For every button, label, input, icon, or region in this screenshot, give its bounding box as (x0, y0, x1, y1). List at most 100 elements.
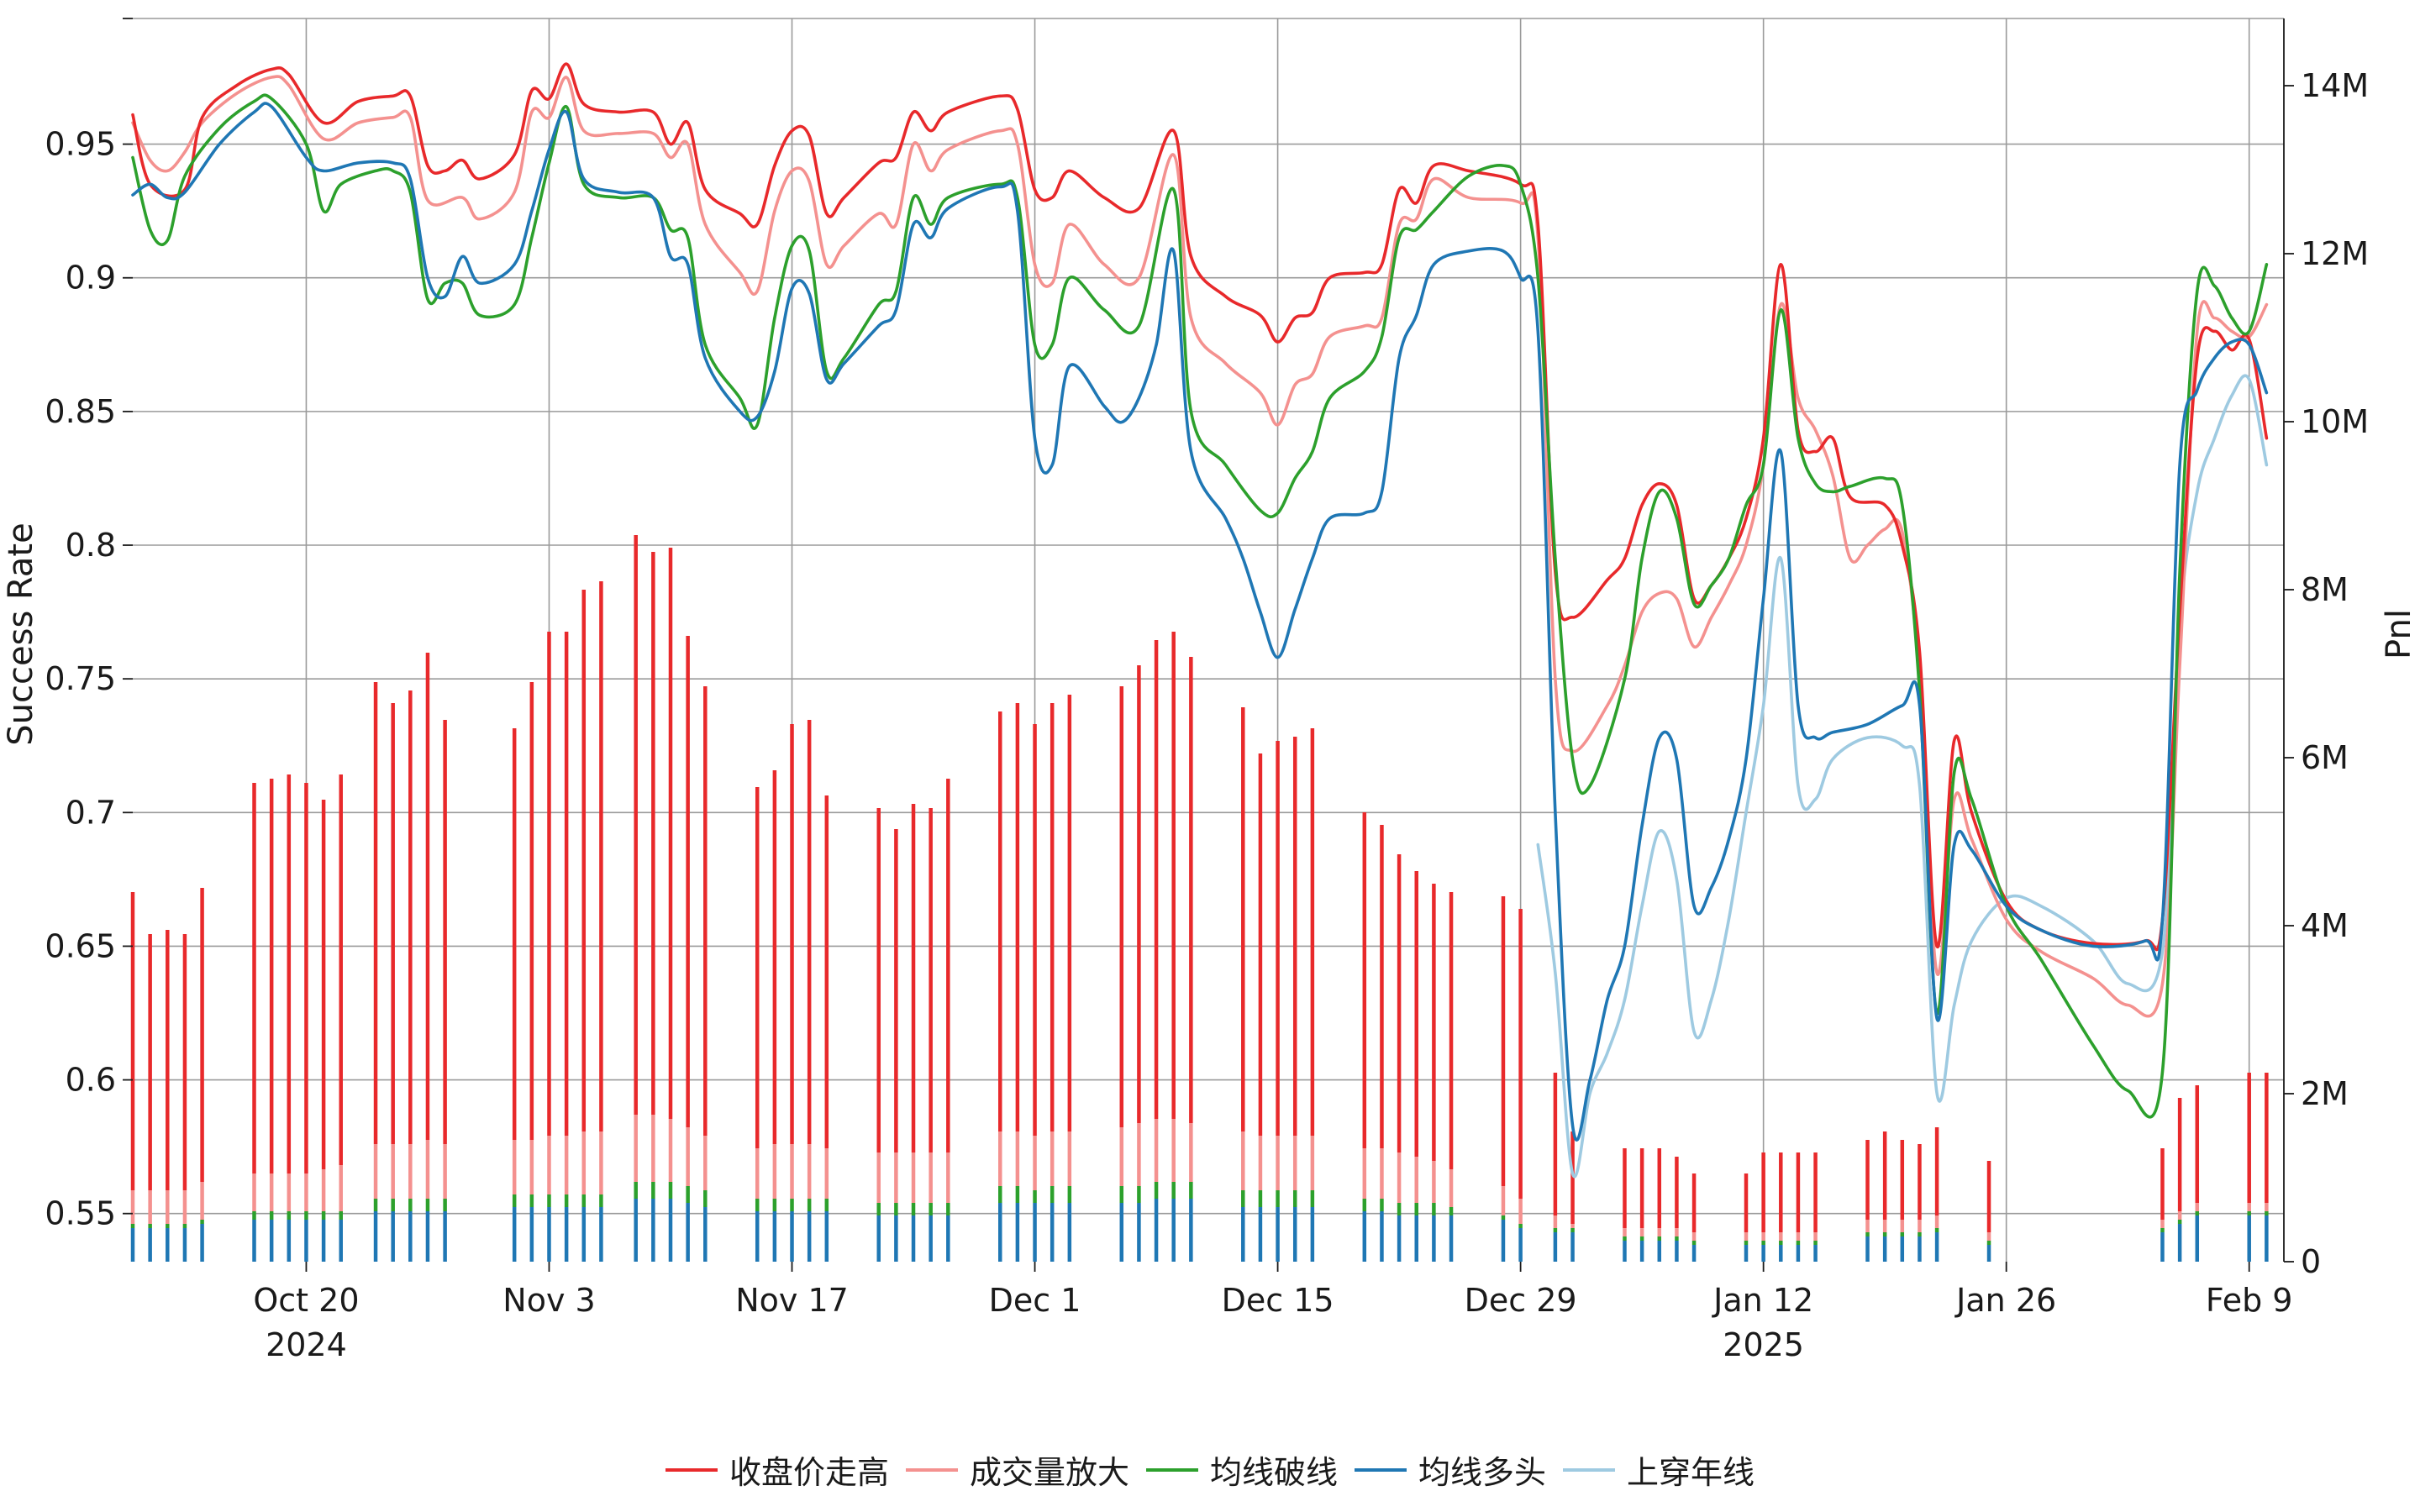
pnl-bar-22-seg-1 (634, 1182, 638, 1199)
legend-swatch (1145, 1467, 1198, 1472)
pnl-bar-37-seg-2 (998, 1131, 1002, 1186)
pnl-bar-48-seg-3 (1258, 753, 1263, 1136)
pnl-bar-14-seg-3 (425, 653, 430, 1140)
pnl-bar-10-seg-0 (339, 1220, 343, 1262)
pnl-bar-63-seg-2 (1639, 1228, 1644, 1236)
pnl-bar-14-seg-1 (425, 1199, 430, 1211)
pnl-bar-31-seg-3 (824, 795, 829, 1148)
pnl-bar-43-seg-2 (1137, 1123, 1141, 1186)
pnl-bar-15-seg-0 (443, 1211, 447, 1262)
pnl-bar-23-seg-1 (651, 1182, 655, 1199)
y-tick-label: 0.85 (45, 393, 116, 430)
pnl-bar-47-seg-2 (1241, 1131, 1245, 1190)
y-tick-label: 0.8 (66, 527, 116, 564)
pnl-bar-41-seg-2 (1067, 1131, 1072, 1186)
pnl-bar-43-seg-1 (1137, 1186, 1141, 1203)
pnl-bar-42-seg-2 (1119, 1127, 1124, 1186)
pnl-bar-55-seg-0 (1414, 1215, 1418, 1262)
pnl-bar-21-seg-1 (599, 1194, 603, 1207)
pnl-bar-56-seg-1 (1432, 1203, 1436, 1215)
pnl-bar-36-seg-2 (946, 1152, 950, 1203)
pnl-bar-11-seg-3 (373, 682, 378, 1144)
pnl-bar-18-seg-3 (547, 632, 551, 1136)
pnl-bar-75-seg-0 (1918, 1236, 1922, 1262)
pnl-bar-6-seg-1 (269, 1211, 274, 1220)
pnl-bar-57-seg-0 (1449, 1215, 1454, 1262)
pnl-bar-44-seg-1 (1154, 1182, 1159, 1199)
pnl-bar-40-seg-1 (1050, 1186, 1055, 1203)
y2-axis-title: Pnl (2380, 609, 2418, 659)
pnl-bar-82-seg-3 (2265, 1073, 2269, 1203)
pnl-bar-34-seg-2 (911, 1152, 916, 1203)
pnl-bar-14-seg-0 (425, 1211, 430, 1262)
pnl-bar-6-seg-0 (269, 1220, 274, 1262)
pnl-bar-68-seg-3 (1761, 1152, 1765, 1232)
x-tick-label: Feb 9 (2206, 1282, 2293, 1319)
y-tick-label: 0.55 (45, 1195, 116, 1232)
pnl-bar-24-seg-0 (668, 1199, 673, 1262)
pnl-bar-79-seg-2 (2177, 1211, 2182, 1220)
pnl-bar-2-seg-0 (166, 1228, 170, 1262)
pnl-bar-74-seg-3 (1900, 1140, 1905, 1220)
pnl-bar-67-seg-3 (1744, 1173, 1749, 1232)
legend-label: 收盘价走高 (729, 1454, 889, 1491)
x-tick-label: Oct 20 (253, 1282, 359, 1319)
pnl-bar-15-seg-1 (443, 1199, 447, 1211)
pnl-bar-73-seg-3 (1882, 1131, 1887, 1220)
pnl-bar-80-seg-3 (2195, 1085, 2200, 1203)
pnl-bar-5-seg-3 (252, 783, 256, 1173)
y2-tick-label: 0 (2301, 1243, 2321, 1280)
pnl-bar-25-seg-2 (686, 1127, 690, 1186)
pnl-bar-35-seg-3 (929, 808, 933, 1152)
pnl-bar-77-seg-1 (1986, 1241, 1991, 1245)
pnl-bar-48-seg-0 (1258, 1207, 1263, 1262)
pnl-bar-47-seg-3 (1241, 707, 1245, 1131)
pnl-bar-71-seg-1 (1813, 1241, 1818, 1245)
pnl-bar-75-seg-3 (1918, 1144, 1922, 1220)
pnl-bar-28-seg-2 (772, 1144, 777, 1199)
series-line-4 (1536, 374, 2269, 1179)
pnl-bar-1-seg-2 (148, 1190, 152, 1224)
pnl-bar-48-seg-2 (1258, 1136, 1263, 1190)
x-tick-year-label: 2024 (266, 1326, 347, 1363)
pnl-bar-71-seg-2 (1813, 1232, 1818, 1241)
pnl-bar-82-seg-2 (2265, 1203, 2269, 1211)
pnl-bar-28-seg-3 (772, 770, 777, 1144)
pnl-bar-3-seg-0 (182, 1228, 187, 1262)
pnl-bar-61-seg-2 (1570, 1224, 1575, 1228)
pnl-bar-76-seg-2 (1934, 1215, 1939, 1228)
pnl-bar-63-seg-0 (1639, 1241, 1644, 1262)
pnl-bar-31-seg-0 (824, 1211, 829, 1262)
pnl-bar-28-seg-1 (772, 1199, 777, 1211)
pnl-bar-9-seg-0 (321, 1220, 326, 1262)
pnl-bar-4-seg-2 (200, 1182, 204, 1220)
y2-tick-label: 10M (2301, 403, 2369, 440)
pnl-bar-38-seg-2 (1015, 1131, 1020, 1186)
pnl-bar-78-seg-3 (2160, 1148, 2165, 1220)
pnl-bar-19-seg-2 (564, 1136, 569, 1194)
pnl-bar-30-seg-1 (807, 1199, 812, 1211)
x-tick-label: Jan 12 (1712, 1282, 1813, 1319)
pnl-bar-46-seg-3 (1189, 657, 1193, 1123)
pnl-bar-68-seg-2 (1761, 1232, 1765, 1241)
pnl-bar-56-seg-3 (1432, 884, 1436, 1161)
x-tick-label: Nov 17 (735, 1282, 849, 1319)
pnl-bar-52-seg-2 (1362, 1148, 1367, 1199)
pnl-bar-44-seg-2 (1154, 1119, 1159, 1182)
pnl-bar-2-seg-2 (166, 1190, 170, 1224)
pnl-bar-33-seg-3 (894, 829, 898, 1152)
pnl-bar-42-seg-3 (1119, 686, 1124, 1127)
pnl-bar-70-seg-0 (1796, 1245, 1801, 1262)
pnl-bar-62-seg-1 (1623, 1236, 1627, 1241)
axes: 0.95 0.9 0.85 0.8 0.75 0.7 0.65 0.6 0.55 0 2M 4M 6M 8… (45, 18, 2369, 1363)
pnl-bar-21-seg-3 (599, 581, 603, 1131)
pnl-bar-26-seg-3 (703, 686, 708, 1136)
pnl-bar-73-seg-1 (1882, 1232, 1887, 1236)
pnl-bar-20-seg-3 (581, 590, 587, 1131)
pnl-bar-7-seg-2 (287, 1173, 292, 1211)
pnl-bar-10-seg-1 (339, 1211, 343, 1220)
legend-item: 成交量放大 (905, 1446, 1129, 1493)
pnl-bar-45-seg-3 (1171, 632, 1176, 1119)
pnl-bar-40-seg-0 (1050, 1203, 1055, 1262)
pnl-bar-0-seg-0 (130, 1228, 135, 1262)
